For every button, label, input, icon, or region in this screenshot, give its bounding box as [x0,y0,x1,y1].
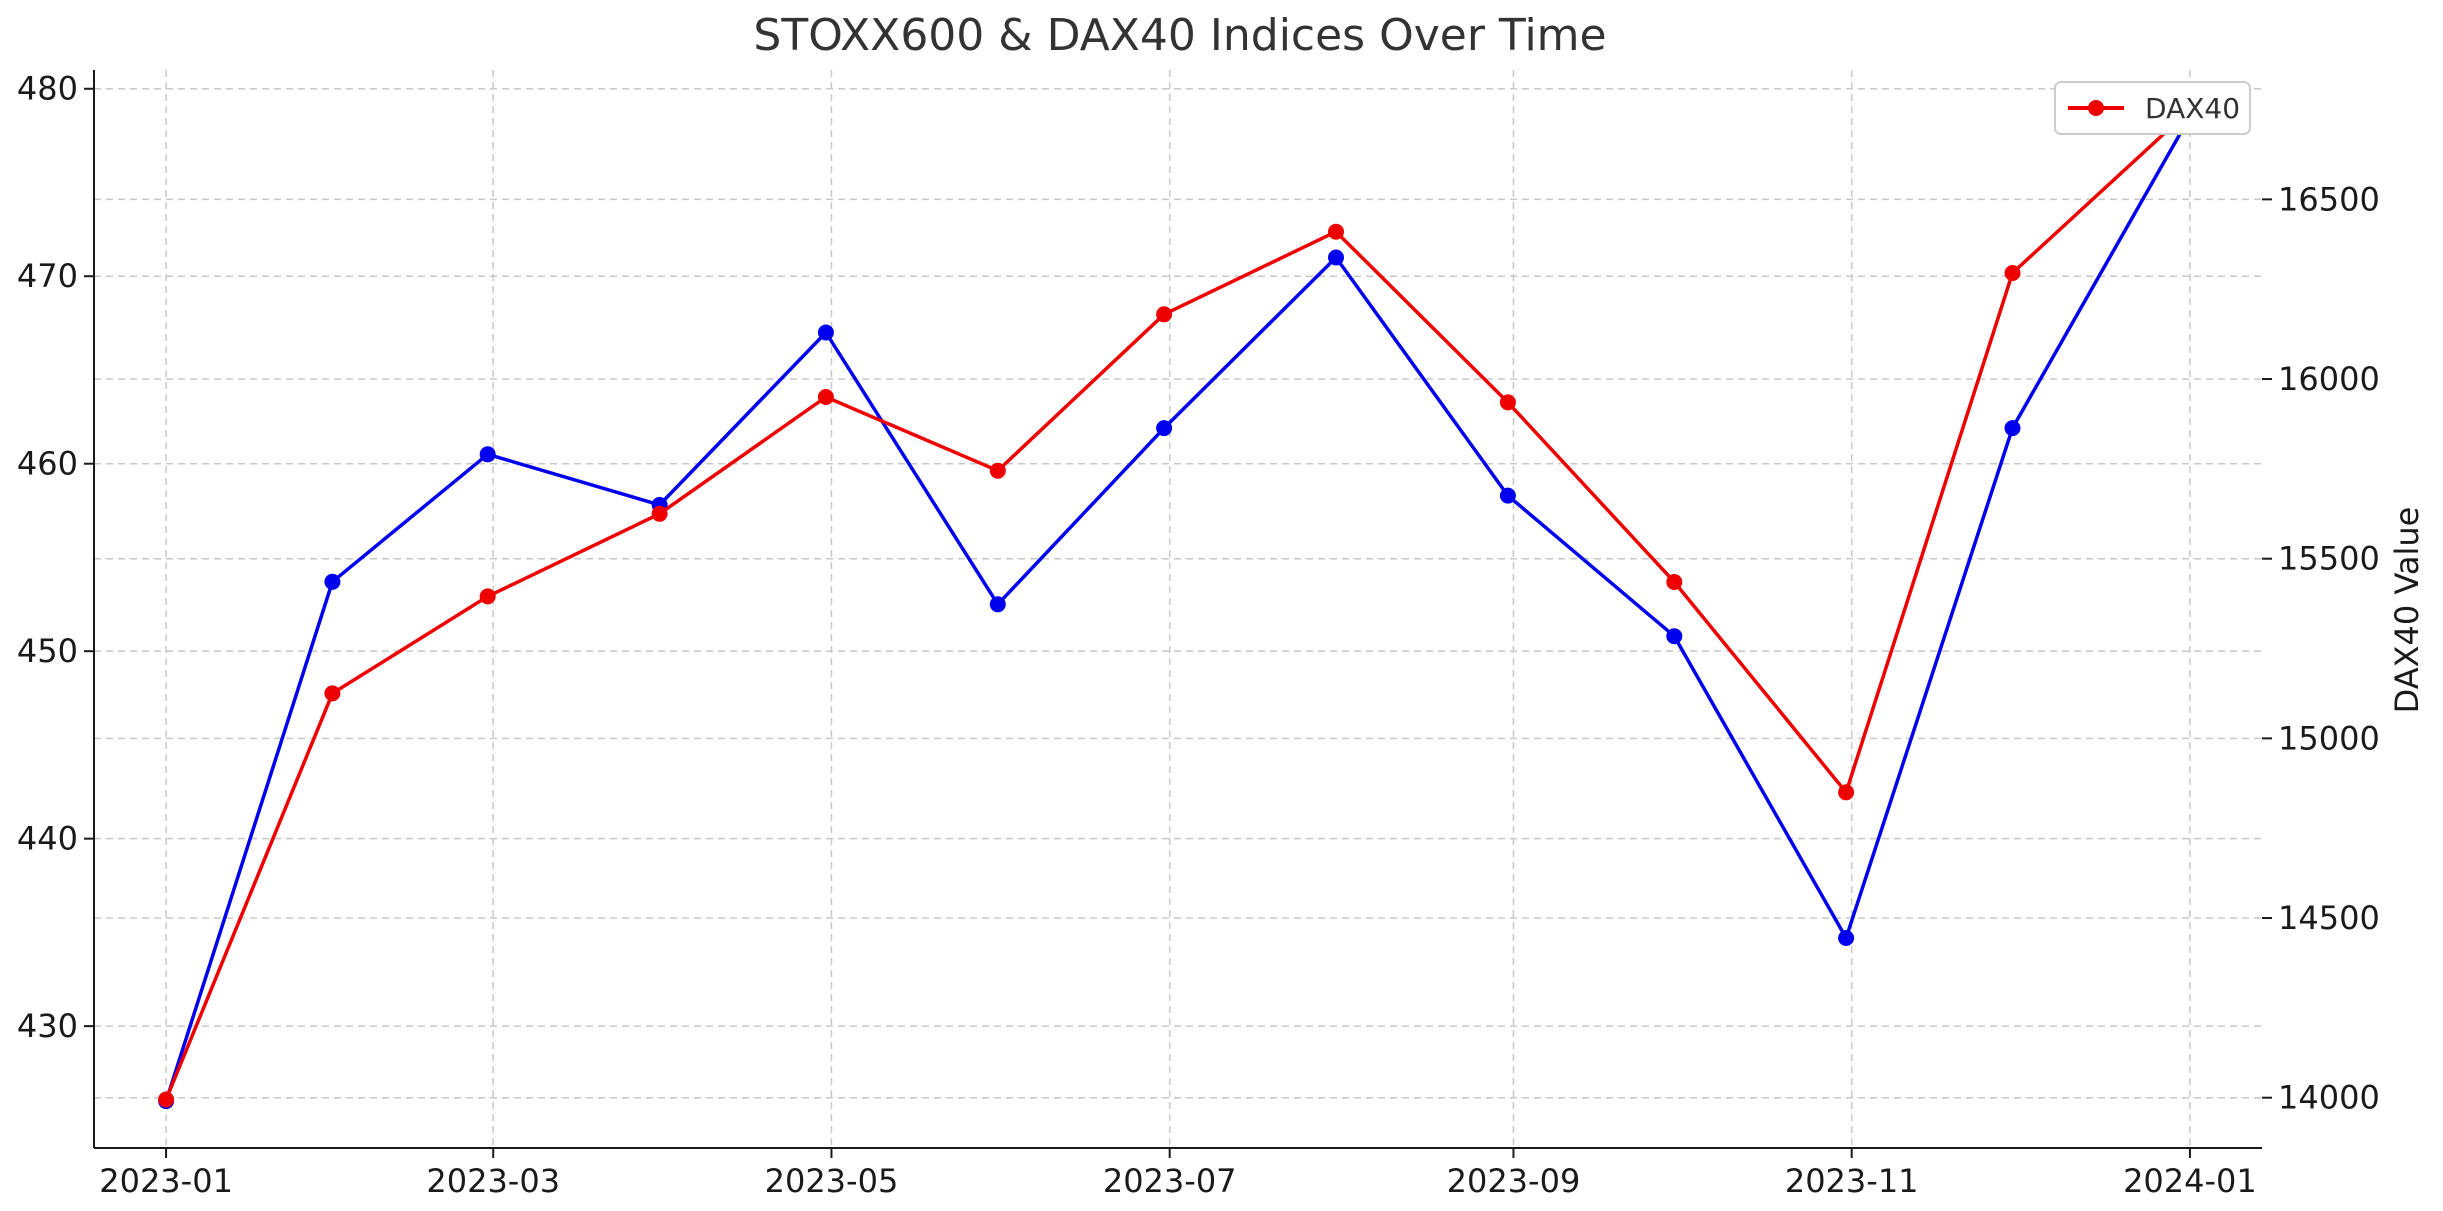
legend: DAX40 [2054,81,2251,135]
x-tick-label: 2023-05 [765,1162,899,1200]
data-point-stoxx600 [2004,420,2021,437]
left-y-tick-label: 460 [17,445,78,483]
series-layer [158,106,2193,1110]
right-y-tick-label: 15000 [2278,719,2380,757]
series-line-dax40 [164,113,2186,1101]
data-point-stoxx600 [1328,249,1344,266]
data-point-dax40 [1156,306,1173,323]
axis-layer: 2023-01 2023-03 2023-05 2023-07 2023-09 2023-… [17,70,2380,1200]
data-point-dax40 [817,389,834,405]
data-point-dax40 [2004,265,2021,281]
right-y-tick-label: 15500 [2278,540,2380,578]
legend-box [2054,81,2251,135]
x-tick-label: 2023-01 [99,1162,233,1200]
data-point-stoxx600 [324,573,341,590]
x-tick-label: 2023-11 [1785,1162,1919,1200]
data-point-stoxx600 [479,446,496,463]
data-point-dax40 [1666,574,1683,590]
x-tick-label: 2023-07 [1103,1162,1237,1200]
left-y-tick-label: 440 [17,820,78,858]
data-point-dax40 [651,505,668,522]
x-tick-label: 2023-03 [426,1162,560,1200]
data-point-stoxx600 [817,324,834,341]
data-point-dax40 [989,462,1006,479]
data-point-dax40 [324,685,341,702]
right-y-tick-label: 14500 [2278,899,2380,937]
left-y-tick-label: 430 [17,1007,78,1045]
data-point-dax40 [158,1091,175,1108]
chart-title: STOXX600 & DAX40 Indices Over Time [753,10,1606,61]
right-y-tick-label: 14000 [2278,1079,2380,1117]
data-point-dax40 [479,588,496,605]
legend-marker-dax40 [2088,100,2104,116]
right-y-tick-label: 16500 [2278,180,2380,218]
grid-layer [94,70,2262,1148]
data-point-dax40 [1499,394,1516,411]
data-point-stoxx600 [1499,487,1516,504]
data-point-stoxx600 [1666,628,1683,645]
data-point-dax40 [1838,784,1855,801]
data-point-stoxx600 [989,596,1006,613]
left-y-tick-label: 450 [17,632,78,670]
data-point-dax40 [1328,223,1344,240]
x-tick-label: 2023-09 [1447,1162,1581,1200]
right-y-axis-label: DAX40 Value [2388,507,2426,714]
right-y-tick-label: 16000 [2278,360,2380,398]
series-line-stoxx600 [164,125,2186,1102]
data-point-stoxx600 [1156,420,1173,437]
left-y-tick-label: 470 [17,257,78,295]
legend-entry-dax40: DAX40 [2145,92,2240,125]
data-point-stoxx600 [1838,930,1855,946]
left-y-tick-label: 480 [17,70,78,108]
x-tick-label: 2024-01 [2123,1162,2257,1200]
